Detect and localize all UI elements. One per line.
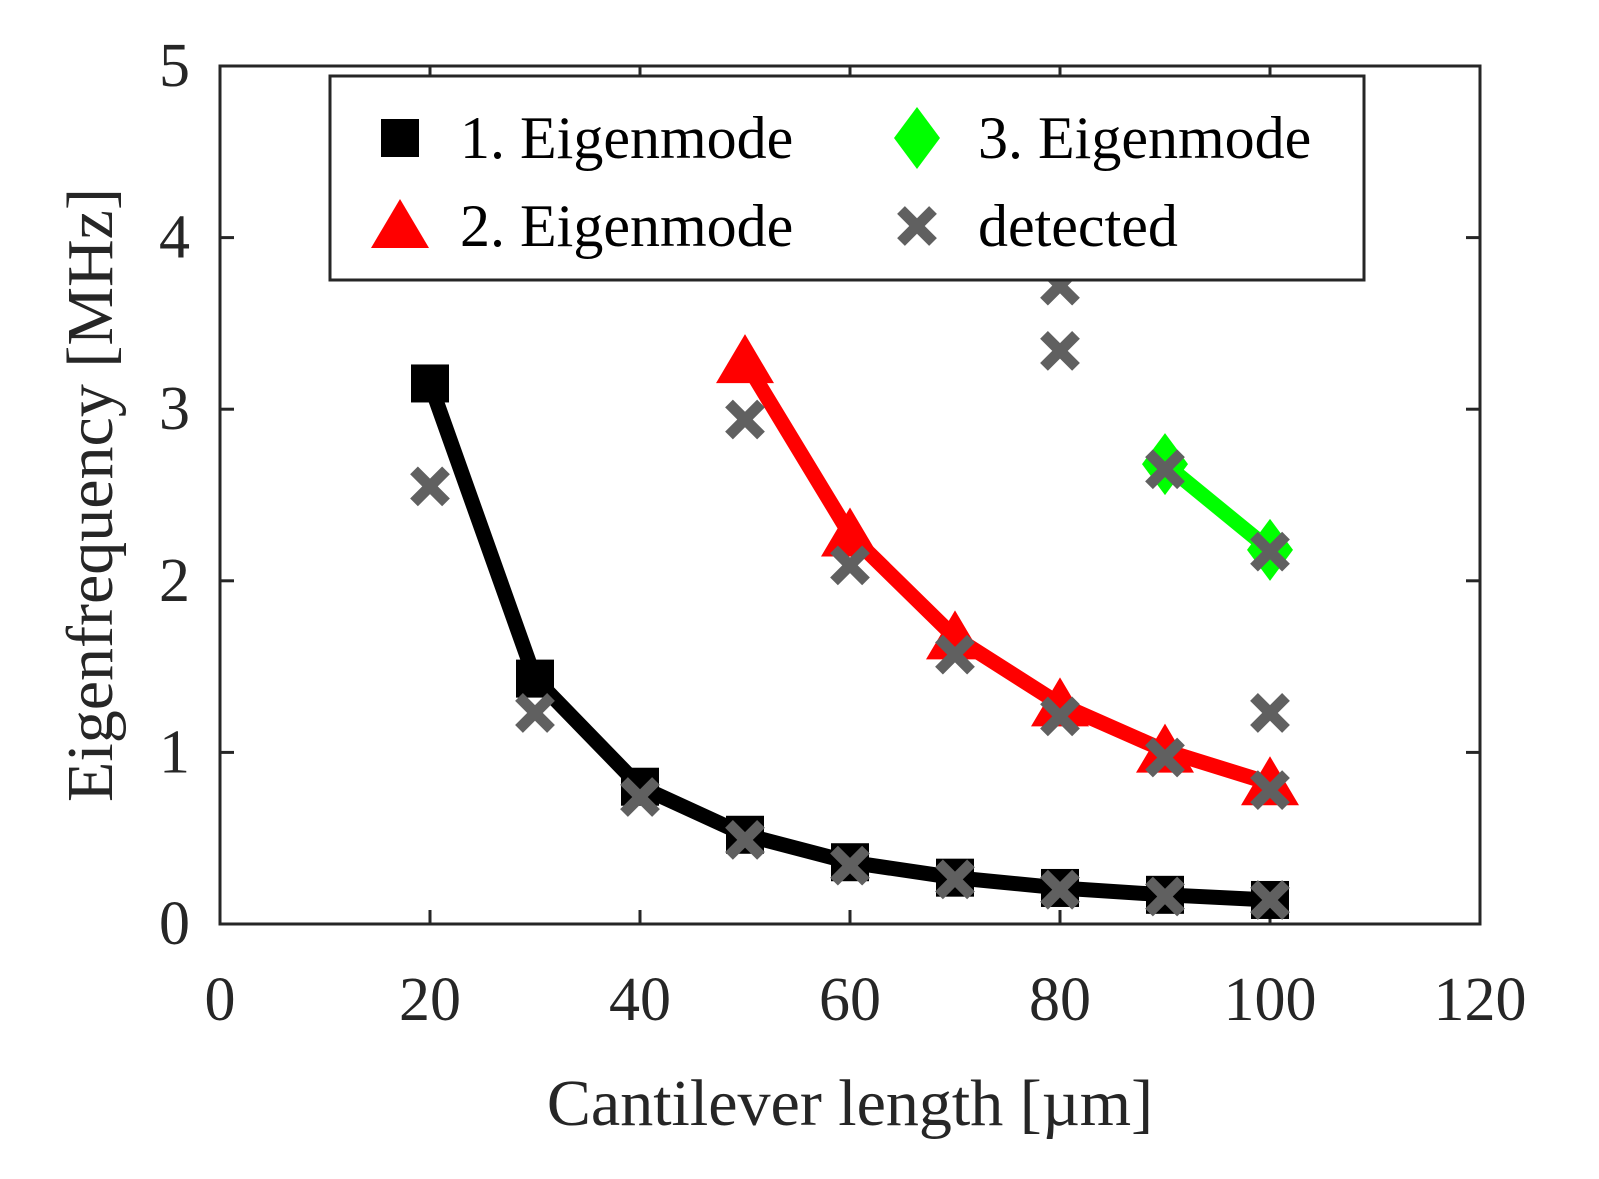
data-point-detected <box>1145 449 1185 490</box>
data-point-1-eigenmode <box>516 659 554 698</box>
data-point-detected <box>830 545 870 586</box>
data-point-detected <box>1040 869 1080 910</box>
legend-entry-2-eigenmode: 2. Eigenmode <box>371 193 793 259</box>
x-axis-label: Cantilever length [µm] <box>547 1067 1153 1140</box>
legend-label: detected <box>978 193 1178 259</box>
data-point-detected <box>1040 696 1080 737</box>
data-point-detected <box>620 777 660 817</box>
legend-marker-detected <box>897 206 937 246</box>
x-tick-label: 120 <box>1434 966 1527 1034</box>
series-detected <box>410 330 1290 920</box>
legend-entry-3-eigenmode: 3. Eigenmode <box>894 105 1311 171</box>
y-tick-label: 2 <box>159 547 190 615</box>
legend-label: 1. Eigenmode <box>460 105 793 171</box>
legend-entry-1-eigenmode: 1. Eigenmode <box>381 105 793 171</box>
data-point-detected <box>515 693 555 733</box>
data-point-2-eigenmode <box>716 334 774 384</box>
y-tick-label: 1 <box>159 718 190 786</box>
data-point-detected <box>1145 876 1185 917</box>
y-tick-label: 5 <box>159 32 190 100</box>
data-point-2-eigenmode <box>1031 677 1089 727</box>
legend-label: 3. Eigenmode <box>978 105 1311 171</box>
data-point-detected <box>830 845 870 886</box>
data-point-detected <box>1145 737 1185 778</box>
legend-box <box>328 74 1366 282</box>
data-point-detected <box>1250 531 1290 572</box>
x-tick-label: 80 <box>1029 966 1091 1034</box>
data-point-2-eigenmode <box>1136 723 1194 773</box>
tick-labels: 0 20 40 60 80 100 120 0 1 2 3 4 5 <box>159 32 1527 1034</box>
x-tick-label: 100 <box>1224 966 1317 1034</box>
x-tick-label: 0 <box>205 966 236 1034</box>
x-tick-label: 20 <box>399 966 461 1034</box>
data-point-detected <box>410 466 450 507</box>
legend-marker-1-eigenmode <box>381 119 419 157</box>
data-point-detected <box>1040 330 1080 371</box>
data-point-detected <box>935 859 975 900</box>
data-point-detected <box>1250 880 1290 920</box>
data-point-detected <box>1250 693 1290 733</box>
data-point-detected <box>725 399 765 440</box>
x-tick-label: 60 <box>819 966 881 1034</box>
data-point-detected <box>725 820 765 860</box>
series-line-3-eigenmode <box>1160 458 1275 556</box>
series-layer <box>410 265 1299 920</box>
data-point-1-eigenmode <box>411 364 449 403</box>
legend-marker-2-eigenmode <box>371 199 429 248</box>
legend-entry-detected: detected <box>897 193 1178 259</box>
plot-frame <box>218 64 1482 926</box>
legend-label: 2. Eigenmode <box>460 193 793 259</box>
y-tick-label: 0 <box>159 890 190 958</box>
data-point-detected <box>935 634 975 675</box>
data-point-2-eigenmode <box>1241 756 1299 806</box>
data-point-detected <box>1250 770 1290 811</box>
data-point-2-eigenmode <box>821 507 879 557</box>
legend-marker-3-eigenmode <box>894 107 940 169</box>
x-tick-label: 40 <box>609 966 671 1034</box>
legend: 1. Eigenmode 2. Eigenmode 3. Eigenmode dete… <box>328 74 1366 282</box>
y-tick-label: 3 <box>159 375 190 443</box>
y-axis-label: Eigenfrequency [MHz] <box>54 188 127 802</box>
y-tick-label: 4 <box>159 204 190 272</box>
